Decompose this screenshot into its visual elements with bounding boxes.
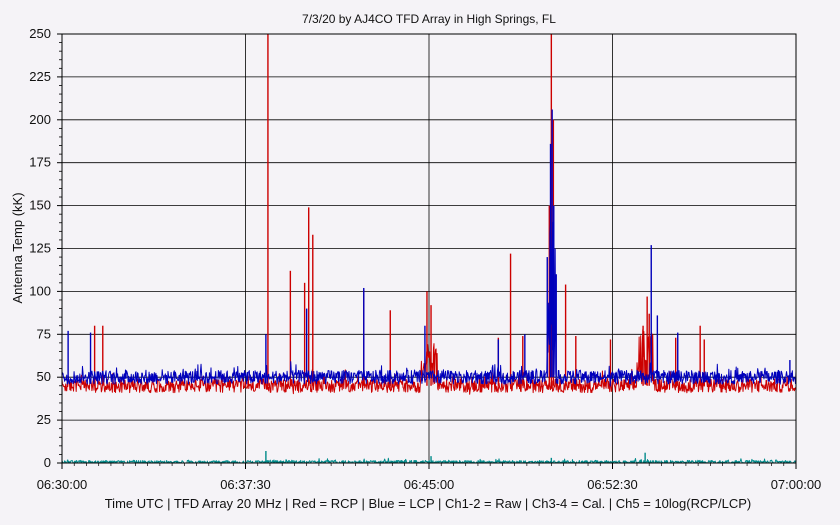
y-tick-label: 75	[37, 326, 51, 341]
x-tick-label: 07:00:00	[771, 477, 822, 492]
y-tick-label: 0	[44, 455, 51, 470]
ticks: 0 25 50 75 100 125 150 175 200 225 250 06:30:00 06:3…	[29, 26, 821, 492]
x-tick-label: 06:52:30	[587, 477, 638, 492]
x-tick-label: 06:30:00	[37, 477, 88, 492]
y-tick-label: 50	[37, 369, 51, 384]
y-tick-label: 100	[29, 283, 51, 298]
y-tick-label: 225	[29, 69, 51, 84]
x-tick-label: 06:37:30	[220, 477, 271, 492]
x-tick-label: 06:45:00	[404, 477, 455, 492]
y-tick-label: 200	[29, 112, 51, 127]
y-tick-label: 125	[29, 241, 51, 256]
chart-title: 7/3/20 by AJ4CO TFD Array in High Spring…	[302, 12, 556, 26]
y-tick-label: 175	[29, 155, 51, 170]
y-tick-label: 250	[29, 26, 51, 41]
x-axis-label: Time UTC | TFD Array 20 MHz | Red = RCP …	[105, 496, 752, 511]
y-tick-label: 150	[29, 198, 51, 213]
lcp-series	[61, 109, 797, 387]
y-axis-label: Antenna Temp (kK)	[10, 192, 25, 303]
y-tick-label: 25	[37, 412, 51, 427]
lcp-line	[61, 221, 797, 387]
